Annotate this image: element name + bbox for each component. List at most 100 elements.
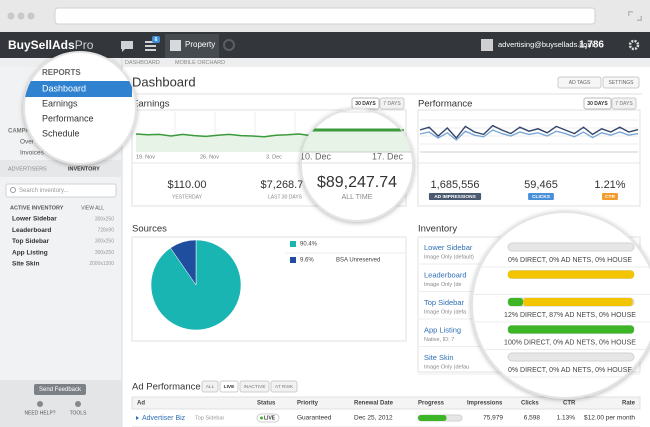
range-button[interactable]: [379, 97, 405, 110]
stat-value: 1,685,556: [431, 179, 480, 191]
messages-icon[interactable]: [121, 41, 133, 52]
inventory-link[interactable]: Site Skin: [424, 353, 454, 362]
inventory-link[interactable]: Leaderboard: [424, 270, 467, 279]
expand-icon[interactable]: [628, 11, 642, 21]
legend-swatch: [290, 241, 296, 247]
filter-label: ALL: [206, 384, 215, 390]
sources-panel: [131, 236, 407, 342]
inventory-link[interactable]: Top Sidebar: [12, 238, 50, 245]
window-dot: [7, 12, 15, 20]
filter-button[interactable]: [270, 380, 298, 393]
legend-name: BSA Unreserved: [336, 258, 380, 264]
renewal-date: Dec 25, 2012: [354, 415, 393, 422]
x-axis-label: 10. Dec: [300, 151, 332, 161]
settings-button[interactable]: [602, 76, 640, 89]
usage-segment: [523, 298, 633, 306]
button-label: SETTINGS: [608, 80, 634, 86]
filter-button[interactable]: [201, 380, 219, 393]
settings-icon[interactable]: [628, 39, 640, 51]
sidebar-tab[interactable]: INVENTORY: [68, 166, 100, 172]
filter-button[interactable]: [219, 380, 239, 393]
search-box[interactable]: [5, 183, 117, 198]
inventory-size: 728x90: [98, 228, 115, 234]
usage-segment: [508, 270, 634, 279]
impressions: 75,979: [483, 415, 503, 422]
panel-title: Performance: [418, 99, 472, 110]
usage-label: 12% DIRECT, 87% AD NETS, 0% HOUSE: [504, 312, 636, 319]
stat-value: 59,465: [524, 179, 558, 191]
stat-value: 1.21%: [594, 179, 625, 191]
range-label: 7 DAYS: [615, 101, 633, 107]
inventory-size: 300x250: [95, 239, 114, 245]
inventory-link[interactable]: Leaderboard: [12, 227, 51, 234]
panel-title: Inventory: [418, 224, 457, 235]
nav-link[interactable]: Schedule: [42, 128, 80, 138]
usage-segment: [508, 325, 634, 334]
nav-link[interactable]: Earnings: [42, 98, 78, 108]
nav-link[interactable]: Dashboard: [42, 83, 86, 93]
usage-label: 100% DIRECT, 0% AD NETS, 0% HOUSE: [504, 339, 636, 346]
expand-arrow[interactable]: [136, 416, 139, 420]
inventory-link[interactable]: Lower Sidebar: [424, 243, 473, 252]
tools-icon[interactable]: [75, 401, 81, 407]
inventory-link[interactable]: App Listing: [424, 325, 461, 334]
stat-label: LAST 30 DAYS: [268, 194, 303, 200]
tools-link[interactable]: TOOLS: [70, 410, 88, 416]
stat-value: $110.00: [168, 179, 207, 191]
address-bar[interactable]: [54, 7, 596, 25]
inventory-type: Native, ID: 7: [424, 337, 454, 343]
rate: $12.00 per month: [584, 415, 635, 422]
column-header: Status: [257, 401, 276, 407]
feedback-button[interactable]: [34, 384, 86, 395]
logo-suffix: Pro: [75, 38, 94, 52]
column-header: Clicks: [521, 401, 539, 407]
performance-line: [419, 124, 639, 140]
usage-bar-track: [507, 242, 635, 252]
column-header: Ad: [137, 401, 145, 407]
ad-tags-button[interactable]: [557, 76, 602, 89]
nav-link[interactable]: Invoices: [20, 150, 45, 157]
panel-title: Sources: [132, 224, 167, 235]
feedback-label: Send Feedback: [39, 387, 82, 393]
sub-nav-tab[interactable]: DASHBOARD: [125, 60, 160, 66]
tab-label[interactable]: Property: [185, 40, 215, 49]
window-dot: [27, 12, 35, 20]
add-icon[interactable]: [223, 39, 235, 51]
range-label: 7 DAYS: [383, 101, 401, 107]
filter-label: AT RISK: [275, 384, 294, 390]
stack-icon[interactable]: [145, 41, 156, 43]
performance-line: [419, 129, 639, 141]
stack-icon: [145, 45, 156, 47]
help-link[interactable]: NEED HELP?: [24, 410, 55, 416]
column-header: Progress: [418, 401, 445, 407]
section-heading: REPORTS: [42, 68, 81, 77]
inventory-link[interactable]: Top Sidebar: [424, 298, 465, 307]
sub-nav-tab[interactable]: MOBILE ORCHARD: [175, 60, 225, 66]
stat-badge: [428, 193, 482, 200]
usage-label: 0% DIRECT, 0% AD NETS, 0% HOUSE: [508, 257, 632, 264]
stat-label: YESTERDAY: [172, 194, 203, 200]
sidebar-tab[interactable]: ADVERTISERS: [8, 166, 47, 172]
range-button[interactable]: [611, 97, 637, 110]
x-axis-label: 26. Nov: [200, 154, 219, 160]
stack-icon: [145, 49, 156, 51]
stat-value: $89,247.74: [317, 174, 397, 191]
range-button[interactable]: [583, 97, 612, 110]
section-title: Ad Performance: [132, 382, 201, 393]
magnifier: [23, 51, 137, 165]
stat-label: CLICKS: [532, 194, 551, 200]
inventory-link[interactable]: Lower Sidebar: [12, 216, 57, 223]
help-icon[interactable]: [37, 401, 43, 407]
ad-link[interactable]: Advertiser Biz: [142, 415, 186, 422]
filter-button[interactable]: [239, 380, 270, 393]
view-all-link[interactable]: VIEW ALL: [81, 205, 104, 211]
inventory-link[interactable]: Site Skin: [12, 261, 39, 268]
nav-link[interactable]: Overview: [20, 139, 47, 146]
active-nav-item[interactable]: [24, 81, 132, 97]
usage-bar-track: [507, 352, 635, 362]
top-bar: [0, 32, 650, 58]
avatar[interactable]: [481, 39, 493, 51]
inventory-link[interactable]: App Listing: [12, 249, 48, 256]
nav-link[interactable]: Performance: [42, 113, 94, 123]
